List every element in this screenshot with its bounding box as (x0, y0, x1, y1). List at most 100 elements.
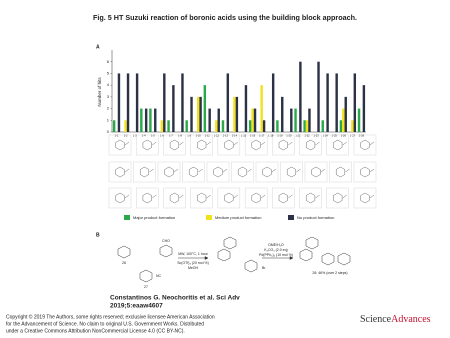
structure-bond (288, 194, 293, 199)
structure-ring (360, 166, 370, 178)
structure-ring (360, 139, 370, 151)
ring (217, 248, 231, 262)
structure-ring (188, 166, 199, 178)
bar (172, 85, 175, 132)
copyright: for the Advancement of Science. No claim… (6, 321, 204, 327)
arrowhead (204, 256, 209, 260)
structure-bond (369, 141, 375, 146)
bar (251, 108, 254, 132)
bar (276, 120, 279, 132)
structure-box (182, 161, 205, 183)
bar (290, 108, 293, 132)
x-tick-label: 1-5 (151, 134, 155, 138)
structure-box (299, 134, 322, 156)
structure-bond (320, 168, 326, 173)
structure-ring (115, 192, 125, 204)
structure-bond (342, 194, 347, 199)
structure-box (272, 134, 295, 156)
structure-ring (278, 139, 288, 151)
structure-box (326, 134, 349, 156)
structure-ring (224, 139, 234, 151)
logo-word: Science (360, 314, 392, 325)
bar (154, 108, 157, 132)
y-tick-label: 2 (107, 106, 110, 111)
structure-bond (179, 194, 184, 199)
bar (185, 120, 188, 132)
structure-ring (169, 192, 180, 204)
structure-ring (262, 166, 272, 178)
x-tick-label: 1-2 (124, 134, 128, 138)
structure-ring (333, 192, 343, 204)
structure-bond (233, 141, 239, 146)
legend-label: Major product formation (133, 215, 175, 220)
x-tick-label: 1-13 (223, 134, 229, 138)
structure-bond (296, 168, 301, 173)
logo-word: Advances (391, 314, 431, 325)
structure-box (157, 161, 181, 183)
ring (244, 259, 258, 273)
legend-swatch (124, 215, 130, 220)
bar (305, 120, 309, 132)
structure-ring (197, 192, 207, 204)
group-label: Br (262, 266, 266, 270)
structure-box (163, 187, 186, 209)
bar (221, 120, 225, 132)
panel-label: B (96, 232, 100, 238)
bar (135, 73, 139, 132)
structure-box (108, 187, 132, 209)
ring (159, 244, 173, 258)
condition: MW, 100°C, 1 hour (178, 252, 208, 256)
structure-box (108, 134, 132, 156)
bar (140, 108, 143, 132)
x-tick-label: 1-17 (259, 134, 265, 138)
legend-swatch (206, 215, 212, 220)
structure-box (299, 187, 322, 209)
structure-box (353, 161, 377, 183)
y-tick-label: 4 (107, 82, 110, 87)
compound-label: 27 (144, 285, 148, 289)
bar (190, 96, 193, 132)
structure-ring (306, 192, 316, 204)
structure-bond (369, 168, 375, 173)
bar (317, 61, 320, 132)
structure-bond (124, 194, 130, 199)
scheme (117, 236, 351, 283)
x-tick-label: 1-21 (295, 134, 301, 138)
structure-ring (251, 139, 261, 151)
structure-ring (278, 192, 288, 204)
bar (353, 73, 357, 132)
structure-bond (149, 168, 154, 173)
structure-box (244, 187, 268, 209)
condition: DME/H₂O (268, 243, 284, 247)
x-tick-label: 1-6 (160, 134, 164, 138)
structure-box (255, 161, 279, 183)
condition: K₂CO₃ (2.0 eq) (264, 248, 287, 252)
structure-ring (333, 139, 343, 151)
bar (335, 73, 338, 132)
ring (117, 245, 131, 259)
ring (139, 269, 153, 283)
structure-bond (288, 141, 293, 146)
structure-ring (224, 192, 234, 204)
structure-bond (315, 141, 320, 146)
structure-ring (164, 166, 174, 178)
structure-ring (213, 166, 223, 178)
bar (351, 120, 354, 132)
bar (149, 108, 152, 132)
structure-bond (260, 141, 266, 146)
structure-box (136, 187, 159, 209)
ring (299, 248, 313, 262)
structure-box (244, 134, 268, 156)
structure-ring (360, 192, 370, 204)
x-tick-label: 1-1 (115, 134, 119, 138)
structure-box (217, 187, 241, 209)
bar (362, 85, 366, 132)
structure-ring (115, 139, 125, 151)
x-tick-label: 1-3 (133, 134, 137, 138)
bar (117, 73, 121, 132)
bar (262, 120, 266, 132)
x-tick-label: 1-7 (169, 134, 173, 138)
structure-box (329, 161, 352, 183)
structure-bond (206, 141, 211, 146)
